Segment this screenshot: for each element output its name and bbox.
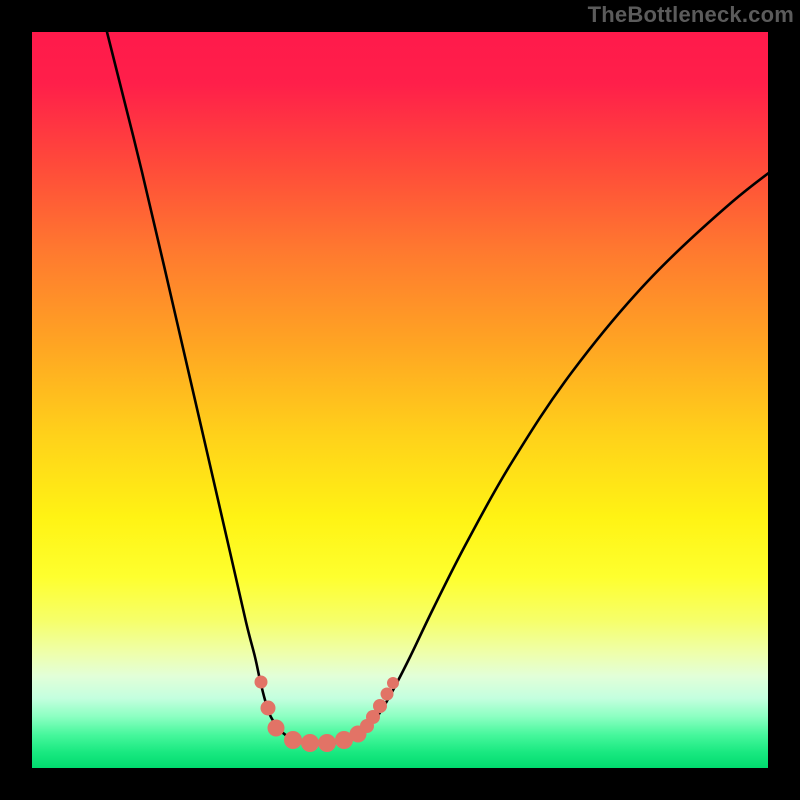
curve-marker [284, 731, 302, 749]
curve-marker [373, 699, 387, 713]
curve-marker [301, 734, 319, 752]
curve-marker [318, 734, 336, 752]
curve-marker [381, 688, 394, 701]
curve-marker [261, 701, 276, 716]
curve-marker [387, 677, 399, 689]
gradient-background [32, 32, 768, 768]
bottleneck-chart [32, 32, 768, 768]
plot-frame [32, 32, 768, 768]
curve-marker [268, 720, 285, 737]
curve-marker [255, 676, 268, 689]
watermark-text: TheBottleneck.com [588, 2, 794, 28]
